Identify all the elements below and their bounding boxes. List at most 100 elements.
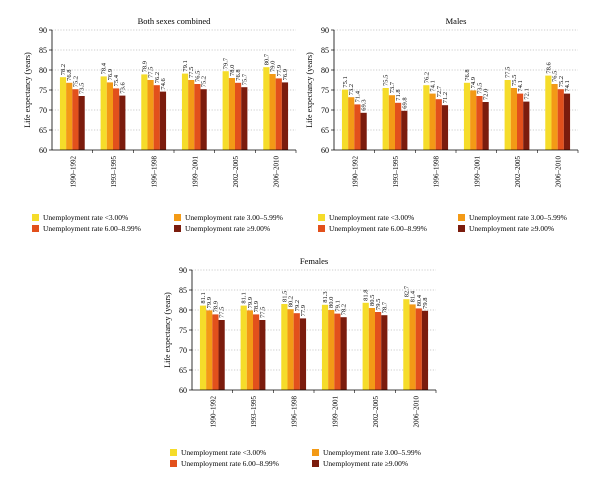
bar-6-9 (153, 85, 160, 150)
y-tick-label: 65 (321, 126, 329, 135)
data-label: 77.9 (276, 65, 283, 76)
legend-item-lt3: Unemployment rate <3.00% (32, 213, 128, 223)
bar-ge9 (482, 102, 489, 150)
data-label: 77.5 (188, 67, 195, 78)
bar-6-9 (354, 104, 361, 150)
legend-swatch-3-6 (458, 214, 465, 221)
chart-panel-males: Males 60 65 70 75 80 85 90 Life expectancy (year… (302, 14, 592, 214)
bar-6-9 (557, 89, 564, 150)
data-label: 77.5 (148, 67, 155, 78)
bar-3-6 (429, 93, 436, 150)
bar-3-6 (388, 95, 395, 150)
bar-lt3 (263, 67, 270, 150)
data-label: 73.5 (79, 83, 86, 94)
y-tick-label: 70 (179, 346, 187, 355)
data-label: 79.0 (270, 61, 277, 72)
bar-3-6 (409, 304, 416, 390)
bar-6-9 (253, 314, 260, 390)
bar-3-6 (551, 84, 558, 150)
data-label: 74.1 (564, 80, 571, 91)
data-label: 78.2 (341, 304, 348, 315)
y-tick-label: 90 (321, 26, 329, 35)
data-label: 73.2 (348, 84, 355, 95)
bar-3-6 (228, 78, 235, 150)
bar-ge9 (563, 93, 571, 150)
data-label: 76.9 (107, 69, 114, 80)
data-label: 77.5 (219, 307, 226, 318)
bar-lt3 (463, 82, 471, 150)
y-tick-label: 80 (39, 66, 47, 75)
data-label: 76.5 (194, 71, 201, 82)
data-label: 76.2 (154, 72, 161, 83)
legend-label-6-9: Unemployment rate 6.00–8.99% (329, 224, 427, 233)
bar-ge9 (259, 320, 266, 390)
bar-lt3 (545, 75, 552, 150)
bar-6-9 (334, 313, 341, 390)
bar-3-6 (510, 88, 517, 150)
y-tick-label: 70 (39, 106, 47, 115)
legend-label-3-6: Unemployment rate 3.00–5.99% (469, 213, 567, 222)
y-tick-label: 85 (179, 286, 187, 295)
legend-item-lt3: Unemployment rate <3.00% (318, 213, 414, 223)
bar-lt3 (141, 74, 148, 150)
bar-ge9 (340, 317, 347, 390)
bar-lt3 (504, 80, 511, 150)
data-label: 75.2 (558, 76, 565, 87)
bar-lt3 (341, 89, 349, 150)
legend-label-3-6: Unemployment rate 3.00–5.99% (323, 448, 421, 457)
x-tick-label: 2002–2005 (514, 156, 522, 188)
bar-ge9 (78, 96, 85, 150)
bar-lt3 (281, 304, 288, 390)
y-tick-label: 60 (39, 146, 47, 155)
bar-ge9 (241, 87, 248, 150)
bar-6-9 (212, 314, 219, 390)
legend-swatch-6-9 (170, 460, 177, 467)
legend-item-ge9: Unemployment rate ≥9.00% (174, 224, 270, 234)
data-label: 74.6 (160, 77, 167, 89)
bar-ge9 (421, 310, 429, 390)
y-tick-label: 90 (179, 266, 187, 275)
data-label: 71.2 (442, 92, 449, 103)
bar-ge9 (401, 110, 408, 150)
bar-ge9 (523, 101, 530, 150)
bar-ge9 (441, 105, 449, 150)
legend-label-lt3: Unemployment rate <3.00% (43, 213, 129, 222)
data-label: 80.2 (288, 296, 295, 307)
data-label: 79.7 (223, 57, 230, 69)
legend-item-3-6: Unemployment rate 3.00–5.99% (458, 213, 567, 223)
data-label: 78.2 (60, 64, 67, 75)
legend-label-lt3: Unemployment rate <3.00% (181, 448, 267, 457)
legend-label-ge9: Unemployment rate ≥9.00% (185, 224, 271, 233)
bar-6-9 (415, 308, 422, 390)
legend-swatch-ge9 (312, 460, 319, 467)
bar-3-6 (470, 90, 477, 150)
bar-ge9 (299, 318, 307, 390)
x-tick-label: 1993–1995 (110, 156, 118, 188)
bar-6-9 (293, 313, 300, 390)
chart-title: Males (446, 16, 467, 26)
bar-6-9 (435, 99, 442, 150)
bar-3-6 (147, 80, 154, 150)
bar-3-6 (328, 310, 335, 390)
x-tick-label: 2006–2010 (413, 396, 421, 428)
data-label: 75.5 (383, 75, 390, 86)
data-label: 69.3 (361, 99, 368, 110)
y-axis-label: Life expectancy (years) (163, 292, 172, 368)
data-label: 76.8 (235, 69, 242, 80)
legend-item-ge9: Unemployment rate ≥9.00% (312, 459, 408, 469)
y-axis-label: Life expectancy (years) (305, 52, 314, 128)
chart-males: Males 60 65 70 75 80 85 90 Life expectancy (year… (305, 16, 579, 188)
bar-6-9 (194, 84, 201, 150)
legend-label-6-9: Unemployment rate 6.00–8.99% (43, 224, 141, 233)
bar-lt3 (423, 85, 430, 150)
data-label: 78.9 (141, 61, 148, 72)
data-label: 76.8 (66, 69, 73, 80)
x-tick-label: 1996–1998 (433, 156, 441, 188)
data-label: 75.4 (113, 74, 120, 86)
data-label: 77.5 (259, 307, 266, 318)
legend-swatch-lt3 (318, 214, 325, 221)
legend-item-lt3: Unemployment rate <3.00% (170, 448, 266, 458)
bar-ge9 (119, 95, 126, 150)
bar-6-9 (72, 89, 79, 150)
legend-swatch-ge9 (458, 225, 465, 232)
